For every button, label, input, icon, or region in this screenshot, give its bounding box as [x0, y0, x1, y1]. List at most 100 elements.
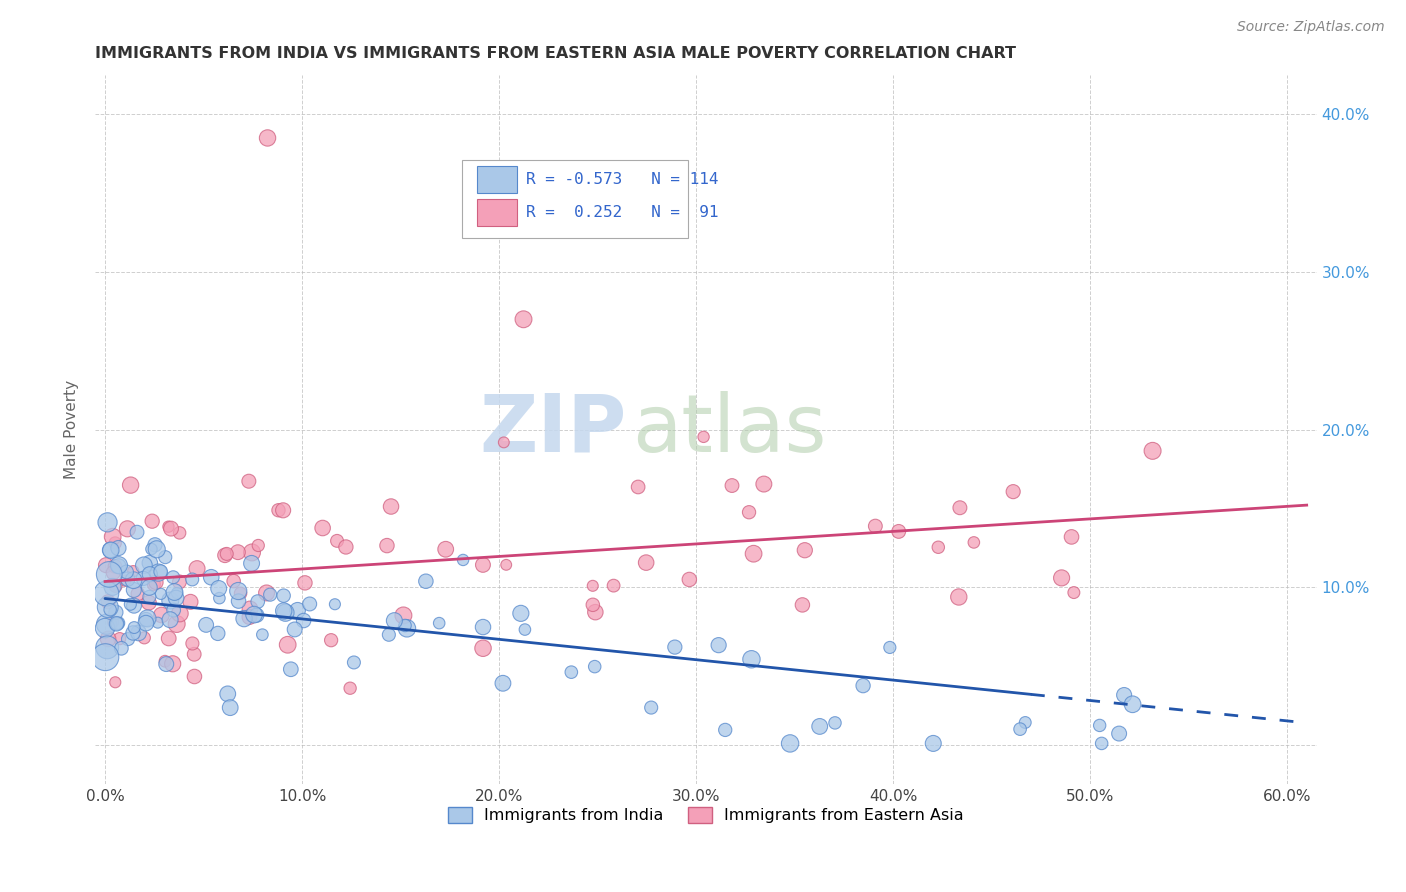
- Immigrants from Eastern Asia: [183, 647, 205, 661]
- Immigrants from India: [1010, 722, 1032, 736]
- Immigrants from India: [155, 550, 177, 565]
- Immigrants from Eastern Asia: [104, 675, 127, 690]
- Immigrants from Eastern Asia: [160, 522, 183, 536]
- Immigrants from India: [122, 621, 145, 635]
- Immigrants from India: [98, 543, 121, 558]
- Immigrants from Eastern Asia: [948, 590, 970, 604]
- Immigrants from India: [166, 586, 188, 600]
- Immigrants from India: [181, 573, 204, 587]
- Immigrants from India: [852, 679, 875, 693]
- Immigrants from India: [165, 591, 187, 605]
- Immigrants from India: [427, 616, 450, 631]
- Immigrants from Eastern Asia: [602, 579, 624, 593]
- Immigrants from Eastern Asia: [240, 545, 263, 559]
- Immigrants from India: [128, 626, 150, 640]
- Immigrants from Eastern Asia: [471, 558, 494, 572]
- Immigrants from Eastern Asia: [582, 598, 605, 612]
- Immigrants from India: [246, 608, 269, 623]
- Immigrants from Eastern Asia: [138, 596, 160, 610]
- Immigrants from Eastern Asia: [492, 435, 515, 450]
- Immigrants from India: [207, 626, 229, 640]
- Immigrants from Eastern Asia: [127, 587, 149, 601]
- Immigrants from India: [451, 553, 474, 567]
- Text: IMMIGRANTS FROM INDIA VS IMMIGRANTS FROM EASTERN ASIA MALE POVERTY CORRELATION C: IMMIGRANTS FROM INDIA VS IMMIGRANTS FROM…: [96, 46, 1017, 62]
- Immigrants from Eastern Asia: [153, 654, 176, 668]
- Immigrants from India: [117, 572, 139, 586]
- Immigrants from Eastern Asia: [583, 605, 606, 619]
- Immigrants from Eastern Asia: [104, 579, 127, 593]
- Immigrants from Eastern Asia: [277, 638, 299, 652]
- Immigrants from Eastern Asia: [582, 579, 605, 593]
- Immigrants from India: [94, 621, 117, 635]
- Immigrants from Eastern Asia: [927, 541, 949, 555]
- Immigrants from India: [583, 659, 606, 673]
- Immigrants from Eastern Asia: [256, 131, 278, 145]
- Immigrants from Eastern Asia: [169, 574, 191, 589]
- FancyBboxPatch shape: [478, 167, 516, 194]
- Immigrants from Eastern Asia: [247, 539, 270, 553]
- Immigrants from India: [808, 719, 831, 733]
- Immigrants from Eastern Asia: [117, 522, 139, 536]
- Immigrants from Eastern Asia: [495, 558, 517, 572]
- Immigrants from Eastern Asia: [157, 519, 180, 533]
- Immigrants from Eastern Asia: [335, 540, 357, 554]
- Immigrants from India: [136, 611, 159, 625]
- Immigrants from Eastern Asia: [186, 561, 208, 575]
- Immigrants from India: [135, 616, 157, 631]
- Immigrants from India: [287, 603, 309, 617]
- Immigrants from Eastern Asia: [692, 430, 714, 444]
- Text: ZIP: ZIP: [479, 391, 627, 468]
- Immigrants from India: [98, 567, 121, 582]
- Immigrants from Eastern Asia: [339, 681, 361, 696]
- Immigrants from Eastern Asia: [97, 632, 120, 646]
- Immigrants from India: [492, 676, 515, 690]
- Immigrants from Eastern Asia: [162, 657, 184, 671]
- Immigrants from India: [233, 612, 256, 626]
- Text: R =  0.252   N =  91: R = 0.252 N = 91: [526, 205, 718, 220]
- Immigrants from India: [394, 618, 416, 632]
- Immigrants from Eastern Asia: [141, 514, 163, 528]
- Immigrants from India: [323, 597, 346, 611]
- Immigrants from India: [105, 616, 128, 631]
- Immigrants from Eastern Asia: [239, 602, 262, 616]
- Immigrants from Eastern Asia: [627, 480, 650, 494]
- Immigrants from India: [292, 614, 315, 628]
- Immigrants from India: [107, 559, 129, 574]
- Legend: Immigrants from India, Immigrants from Eastern Asia: Immigrants from India, Immigrants from E…: [441, 800, 970, 830]
- Immigrants from Eastern Asia: [1060, 530, 1083, 544]
- Immigrants from India: [122, 599, 145, 613]
- Immigrants from Eastern Asia: [392, 608, 415, 623]
- Immigrants from India: [162, 603, 184, 617]
- Immigrants from India: [378, 628, 401, 642]
- Immigrants from Eastern Asia: [226, 545, 249, 559]
- Immigrants from Eastern Asia: [122, 564, 145, 578]
- Immigrants from Eastern Asia: [472, 641, 495, 656]
- Immigrants from Eastern Asia: [636, 556, 658, 570]
- Immigrants from India: [110, 641, 132, 656]
- Immigrants from Eastern Asia: [97, 595, 120, 609]
- Immigrants from India: [97, 600, 120, 615]
- Immigrants from India: [259, 588, 281, 602]
- Immigrants from India: [163, 585, 186, 599]
- Immigrants from Eastern Asia: [887, 524, 910, 539]
- Immigrants from India: [96, 586, 118, 600]
- Immigrants from India: [162, 570, 184, 584]
- Immigrants from India: [472, 620, 495, 634]
- Immigrants from Eastern Asia: [678, 573, 700, 587]
- Immigrants from India: [208, 591, 231, 606]
- Immigrants from India: [1122, 698, 1144, 712]
- Immigrants from India: [208, 582, 231, 596]
- Immigrants from India: [509, 607, 531, 621]
- FancyBboxPatch shape: [478, 199, 516, 226]
- Immigrants from Eastern Asia: [183, 669, 205, 683]
- Immigrants from Eastern Asia: [271, 503, 294, 517]
- Immigrants from Eastern Asia: [1063, 585, 1085, 599]
- Immigrants from Eastern Asia: [721, 478, 744, 492]
- Immigrants from India: [96, 640, 118, 655]
- Immigrants from India: [195, 618, 218, 632]
- Immigrants from India: [155, 657, 177, 671]
- Immigrants from India: [107, 541, 129, 555]
- Immigrants from India: [226, 584, 249, 599]
- Immigrants from India: [707, 638, 730, 652]
- Immigrants from India: [217, 687, 239, 701]
